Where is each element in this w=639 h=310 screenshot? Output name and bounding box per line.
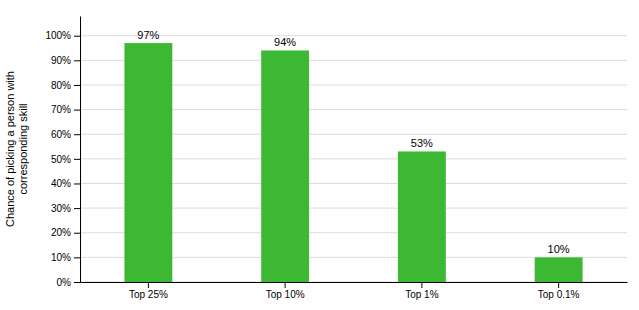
y-tick: 0% [57,277,80,288]
grid-line [80,35,627,36]
y-tick: 70% [51,104,80,115]
x-tick-label: Top 25% [129,289,168,300]
y-tick-label: 40% [51,178,71,189]
y-tick-label: 50% [51,154,71,165]
grid [80,36,627,282]
y-tick-label: 90% [51,55,71,66]
y-tick-label: 60% [51,129,71,140]
y-tick-mark [74,85,80,86]
x-axis: Top 25% Top 10% Top 1% Top 0.1% [81,282,628,300]
data-label: 10% [548,243,570,255]
y-axis-line [80,17,81,283]
y-tick-mark [74,159,80,160]
y-tick-mark [74,36,80,37]
bar [261,50,309,282]
y-tick: 10% [51,252,80,263]
x-tick: Top 25% [129,282,168,300]
y-tick: 60% [51,129,80,140]
y-tick-label: 30% [51,203,71,214]
x-tick-label: Top 0.1% [538,289,580,300]
y-tick-mark [74,208,80,209]
y-tick-mark [74,183,80,184]
bar [398,151,446,282]
y-tick-label: 80% [51,80,71,91]
x-tick-mark [421,282,422,288]
data-label: 97% [137,29,159,41]
x-tick-mark [558,282,559,288]
y-tick-label: 70% [51,104,71,115]
y-tick-label: 20% [51,227,71,238]
x-tick-mark [285,282,286,288]
y-tick: 80% [51,80,80,91]
y-tick-label: 10% [51,252,71,263]
x-tick: Top 10% [266,282,305,300]
x-tick-label: Top 1% [405,289,438,300]
y-tick-mark [74,233,80,234]
x-tick: Top 0.1% [538,282,580,300]
bar [535,257,583,282]
bars [124,43,582,282]
y-tick-mark [74,110,80,111]
x-tick-mark [148,282,149,288]
y-tick: 40% [51,178,80,189]
data-label: 94% [274,36,296,48]
y-tick-mark [74,134,80,135]
data-label: 53% [411,137,433,149]
y-tick-label: 100% [45,30,71,41]
y-tick: 50% [51,154,80,165]
chart: 97% 94% 53% 10% 0% 10% 20% 30% 40% 50% 60% 70% 80% 90… [0,0,639,310]
y-tick-mark [74,257,80,258]
y-tick: 20% [51,227,80,238]
bar [124,43,172,282]
y-axis: 0% 10% 20% 30% 40% 50% 60% 70% 80% 90% 100% [45,17,80,288]
x-tick: Top 1% [405,282,438,300]
y-axis-title: Chance of picking a person withcorrespon… [4,71,29,227]
y-tick-mark [74,282,80,283]
y-tick: 90% [51,55,80,66]
data-labels: 97% 94% 53% 10% [137,29,569,255]
x-axis-line [81,282,628,283]
y-tick-mark [74,60,80,61]
x-tick-label: Top 10% [266,289,305,300]
y-tick-label: 0% [57,277,72,288]
y-axis-title-line: corresponding skill [17,103,29,194]
y-axis-title-line: Chance of picking a person with [4,71,16,227]
y-tick: 30% [51,203,80,214]
y-tick: 100% [45,30,80,41]
